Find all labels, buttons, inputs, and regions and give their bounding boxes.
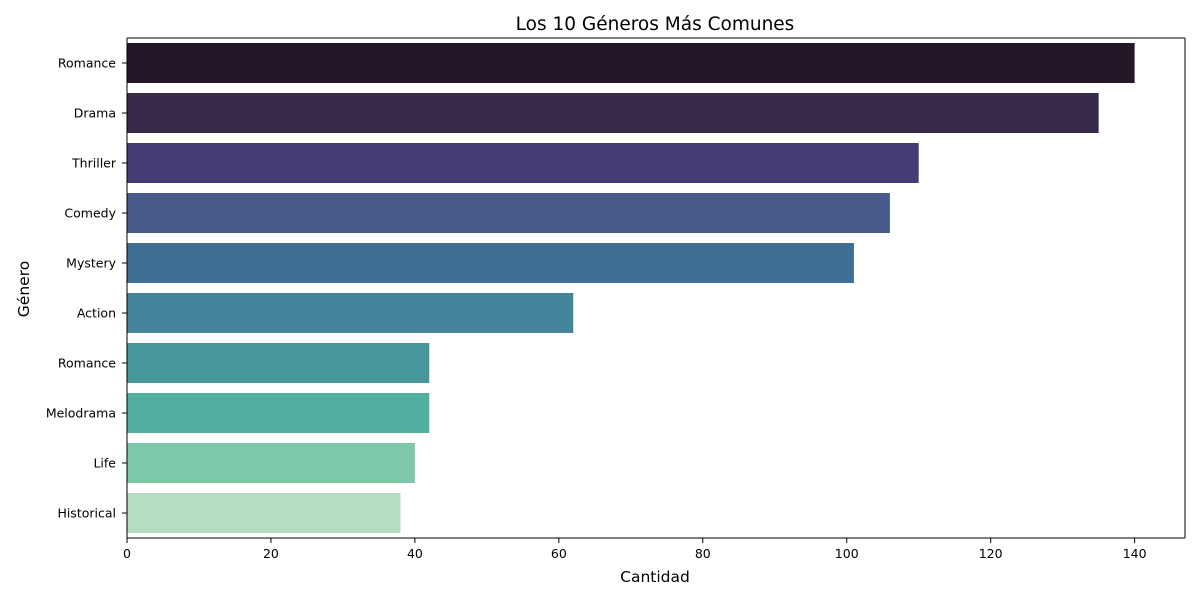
x-tick-label: 80 — [695, 546, 711, 561]
y-tick-label: Action — [77, 306, 116, 321]
x-tick-label: 100 — [835, 546, 859, 561]
x-axis-label: Cantidad — [620, 568, 690, 586]
x-tick-label: 0 — [123, 546, 131, 561]
x-tick-label: 40 — [407, 546, 423, 561]
bars-group — [127, 43, 1135, 533]
bar-0 — [127, 43, 1135, 83]
y-tick-label: Melodrama — [46, 406, 116, 421]
bar-2 — [127, 143, 919, 183]
y-axis-ticks: Romance Drama Thriller Comedy Mystery Action R… — [46, 56, 127, 521]
x-tick-label: 140 — [1123, 546, 1147, 561]
x-tick-label: 60 — [551, 546, 567, 561]
y-tick-label: Life — [93, 456, 116, 471]
x-tick-label: 20 — [263, 546, 279, 561]
y-tick-label: Drama — [74, 106, 116, 121]
x-axis-ticks: 0 20 40 60 80 100 120 140 — [123, 538, 1147, 561]
bar-6 — [127, 343, 430, 383]
bar-5 — [127, 293, 574, 333]
bar-7 — [127, 393, 430, 433]
y-tick-label: Romance — [58, 356, 116, 371]
y-tick-label: Historical — [57, 506, 116, 521]
x-tick-label: 120 — [979, 546, 1003, 561]
axes-spines — [126, 37, 1186, 539]
chart-title: Los 10 Géneros Más Comunes — [516, 14, 795, 35]
y-tick-label: Mystery — [66, 256, 116, 271]
y-tick-label: Romance — [58, 56, 116, 71]
bar-8 — [127, 443, 415, 483]
y-axis-label: Género — [15, 261, 33, 317]
y-tick-label: Thriller — [71, 156, 117, 171]
bar-1 — [127, 93, 1099, 133]
bar-9 — [127, 493, 401, 533]
bar-3 — [127, 193, 890, 233]
bar-4 — [127, 243, 854, 283]
y-tick-label: Comedy — [64, 206, 116, 221]
